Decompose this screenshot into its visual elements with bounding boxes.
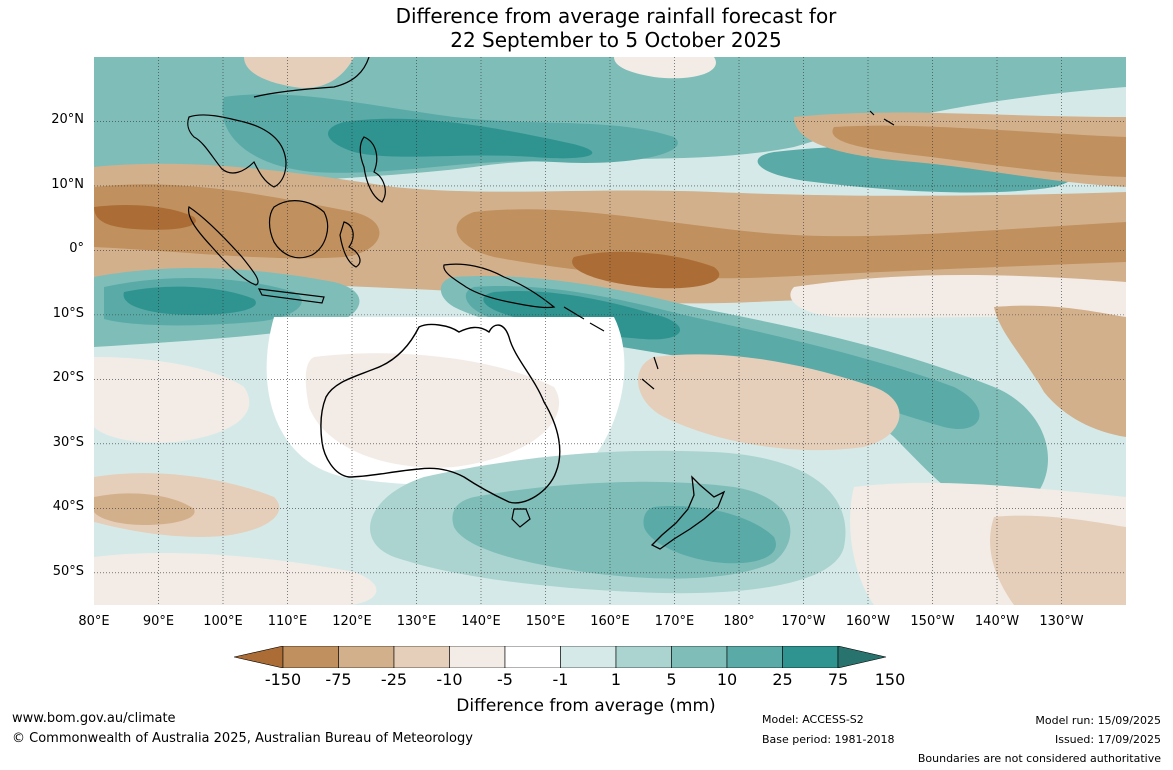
nz-wet-max	[643, 506, 776, 564]
colorbar-segment	[782, 645, 839, 669]
hawaii-islands	[869, 110, 895, 126]
lon-label-140w: 140°W	[974, 614, 1020, 629]
website-url: www.bom.gov.au/climate	[12, 711, 176, 726]
lon-label-130w: 130°W	[1039, 614, 1084, 629]
java-coastline	[257, 288, 325, 304]
model-run-date: Model run: 15/09/2025	[1035, 714, 1161, 727]
lon-label-150e: 150°E	[525, 614, 566, 629]
vanuatu-islands	[641, 356, 659, 390]
equatorial-dry-max-west	[94, 205, 196, 230]
lon-label-160w: 160°W	[845, 614, 891, 629]
model-name: Model: ACCESS-S2	[762, 713, 864, 726]
cb-tick-label: -10	[436, 670, 463, 689]
cb-tick-label: 25	[772, 670, 793, 689]
ne-pacific-dry-core	[832, 125, 1126, 177]
title-line-1: Difference from average rainfall forecas…	[395, 4, 837, 28]
nw-pacific-dry	[244, 57, 354, 88]
map-title: Difference from average rainfall forecas…	[0, 4, 1173, 52]
issued-date: Issued: 17/09/2025	[1054, 733, 1161, 746]
lat-label-20s: 20°S	[52, 370, 84, 385]
colorbar-segment	[560, 645, 617, 669]
new-zealand-coastline	[650, 475, 726, 550]
south-indian-dry-core	[94, 493, 195, 525]
lon-label-100e: 100°E	[203, 614, 243, 629]
australia-coastline	[320, 323, 561, 504]
cb-tick-label: 5	[666, 670, 677, 689]
sumatra-coastline	[187, 206, 259, 286]
title-line-2: 22 September to 5 October 2025	[450, 28, 782, 52]
colorbar	[233, 645, 938, 672]
base-period: Base period: 1981-2018	[762, 733, 895, 746]
east-pacific-dry	[994, 305, 1126, 437]
rainfall-map	[94, 57, 1126, 605]
colorbar-segment	[726, 645, 783, 669]
china-coastline	[253, 57, 370, 98]
lat-label-30s: 30°S	[52, 435, 84, 450]
lon-label-140e: 140°E	[461, 614, 501, 629]
subtropical-pacific-dry	[637, 354, 900, 451]
lon-label-80e: 80°E	[78, 614, 110, 629]
graticule	[94, 57, 1126, 605]
colorbar-segment	[449, 645, 506, 669]
south-east-dry-core	[990, 515, 1126, 605]
cb-tick-label: -25	[380, 670, 408, 689]
new-guinea-coastline	[443, 263, 556, 309]
lat-label-10n: 10°N	[51, 177, 84, 192]
cb-tick-label: -150	[264, 670, 302, 689]
cb-tick-label: 75	[827, 670, 849, 689]
colorbar-segment	[671, 645, 728, 669]
cb-tick-label: -5	[497, 670, 513, 689]
lon-label-90e: 90°E	[142, 614, 175, 629]
equatorial-dry-max	[572, 251, 720, 289]
lon-label-170e: 170°E	[654, 614, 695, 629]
lon-label-160e: 160°E	[590, 614, 630, 629]
australia-slight-dry	[305, 353, 560, 468]
cb-tick-label: 1	[610, 670, 622, 689]
cb-tick-label: 10	[716, 670, 738, 689]
sulawesi-coastline	[339, 221, 361, 268]
south-indian-wet-max	[123, 286, 256, 315]
spcz-wet-max	[483, 291, 681, 340]
solomon-islands	[563, 306, 605, 332]
lon-label-170w: 170°W	[781, 614, 826, 629]
lat-label-20n: 20°N	[51, 112, 84, 127]
cb-tick-label: -75	[325, 670, 352, 689]
boundaries-disclaimer: Boundaries are not considered authoritat…	[917, 752, 1161, 765]
cb-tick-label: 150	[874, 670, 906, 689]
lon-label-180: 180°	[723, 614, 755, 629]
copyright-notice: © Commonwealth of Australia 2025, Austra…	[12, 731, 473, 746]
northern-wet-max	[327, 118, 593, 159]
colorbar-segment	[615, 645, 672, 669]
far-south-dry	[94, 552, 377, 605]
cb-tick-label: -1	[552, 670, 569, 689]
lat-label-40s: 40°S	[52, 499, 84, 514]
lat-label-0: 0°	[69, 241, 84, 256]
tasmania-coastline	[511, 508, 531, 528]
lat-label-50s: 50°S	[52, 564, 84, 579]
lon-label-130e: 130°E	[396, 614, 437, 629]
colorbar-segment	[282, 645, 339, 669]
equatorial-dry-core-west	[94, 184, 380, 259]
colorbar-segment	[338, 645, 395, 669]
north-dry-patch	[614, 57, 716, 79]
lat-label-10s: 10°S	[52, 306, 84, 321]
colorbar-arrow-high	[837, 645, 887, 669]
indochina-coastline	[187, 114, 287, 188]
indian-ocean-dry	[94, 357, 250, 443]
lon-label-150w: 150°W	[910, 614, 955, 629]
borneo-coastline	[268, 200, 329, 259]
colorbar-segment	[504, 645, 561, 669]
colorbar-segment	[393, 645, 450, 669]
philippines-coastline	[359, 136, 386, 203]
lon-label-110e: 110°E	[267, 614, 308, 629]
lon-label-120e: 120°E	[332, 614, 372, 629]
colorbar-title: Difference from average (mm)	[456, 696, 716, 716]
colorbar-arrow-low	[233, 645, 284, 669]
